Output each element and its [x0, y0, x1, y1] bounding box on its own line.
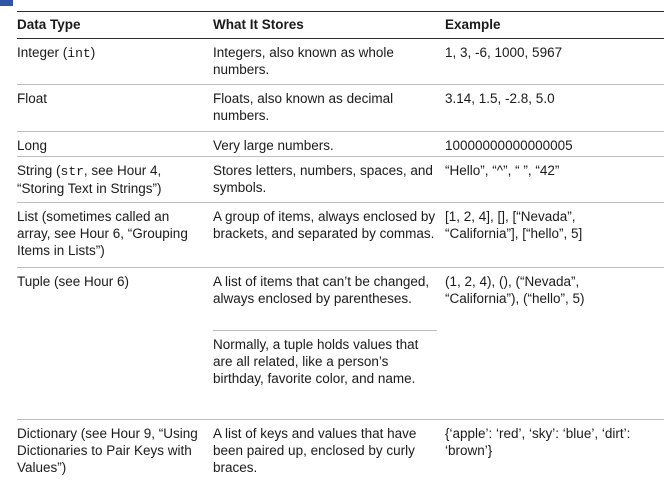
- example-line: ‘brown’}: [445, 443, 493, 458]
- data-types-table: Data Type What It Stores Example Integer…: [17, 11, 664, 490]
- stores-cell: A list of items that can’t be changed, a…: [213, 274, 430, 306]
- header-data-type: Data Type: [17, 17, 81, 32]
- stores-cell: Stores letters, numbers, spaces, and sym…: [213, 163, 433, 195]
- data-type-cell: Long: [17, 138, 48, 153]
- table-header-row: Data Type What It Stores Example: [17, 11, 664, 39]
- table-row: String (str, see Hour 4, “Storing Text i…: [17, 157, 664, 203]
- stores-cell: Integers, also known as whole numbers.: [213, 45, 394, 77]
- stores-cell: A group of items, always enclosed by bra…: [213, 209, 436, 241]
- example-cell: “Hello”, “^”, “ ”, “42”: [445, 163, 560, 178]
- data-type-text: Integer (: [17, 45, 68, 60]
- header-example: Example: [445, 17, 501, 32]
- example-line: “California”], [“hello”, 5]: [445, 226, 583, 241]
- data-type-cell: Tuple (see Hour 6): [17, 274, 130, 289]
- table-row: Float Floats, also known as decimal numb…: [17, 85, 664, 132]
- example-line: [1, 2, 4], [], [“Nevada”,: [445, 209, 576, 224]
- data-type-cell: String (str, see Hour 4, “Storing Text i…: [17, 162, 205, 197]
- stores-cell: Floats, also known as decimal numbers.: [213, 91, 394, 123]
- stores-extra-cell: Normally, a tuple holds values that are …: [213, 330, 437, 387]
- table-row: Tuple (see Hour 6) A list of items that …: [17, 268, 664, 420]
- example-cell: 3.14, 1.5, -2.8, 5.0: [445, 91, 555, 106]
- header-what-it-stores: What It Stores: [213, 17, 304, 32]
- example-cell: {‘apple’: ‘red’, ‘sky’: ‘blue’, ‘dirt’: …: [445, 425, 664, 459]
- data-type-cell: List (sometimes called an array, see Hou…: [17, 209, 188, 258]
- data-type-text: ): [90, 45, 96, 60]
- example-cell: 10000000000000005: [445, 138, 573, 153]
- table-row: Integer (int) Integers, also known as wh…: [17, 39, 664, 85]
- example-cell: (1, 2, 4), (), (“Nevada”, “California”),…: [445, 273, 664, 307]
- data-type-code: int: [67, 46, 91, 61]
- table-row: List (sometimes called an array, see Hou…: [17, 203, 664, 268]
- example-cell: [1, 2, 4], [], [“Nevada”, “California”],…: [445, 208, 664, 242]
- stores-cell: Very large numbers.: [213, 138, 334, 153]
- data-type-cell: Float: [17, 91, 48, 106]
- table-row: Long Very large numbers. 100000000000000…: [17, 132, 664, 157]
- stores-cell: A list of keys and values that have been…: [213, 426, 417, 475]
- example-cell: 1, 3, -6, 1000, 5967: [445, 45, 563, 60]
- table-row: Dictionary (see Hour 9, “Using Dictionar…: [17, 420, 664, 490]
- example-line: (1, 2, 4), (), (“Nevada”,: [445, 274, 580, 289]
- page-corner-mark: [0, 0, 13, 6]
- example-line: {‘apple’: ‘red’, ‘sky’: ‘blue’, ‘dirt’:: [445, 426, 631, 441]
- data-type-cell: Integer (int): [17, 44, 205, 62]
- data-type-cell: Dictionary (see Hour 9, “Using Dictionar…: [17, 426, 198, 475]
- data-type-text: , see Hour 4, “Storing Text in Strings”): [17, 163, 162, 196]
- example-line: “California”), (“hello”, 5): [445, 291, 585, 306]
- data-type-text: String (: [17, 163, 61, 178]
- data-type-code: str: [60, 164, 84, 179]
